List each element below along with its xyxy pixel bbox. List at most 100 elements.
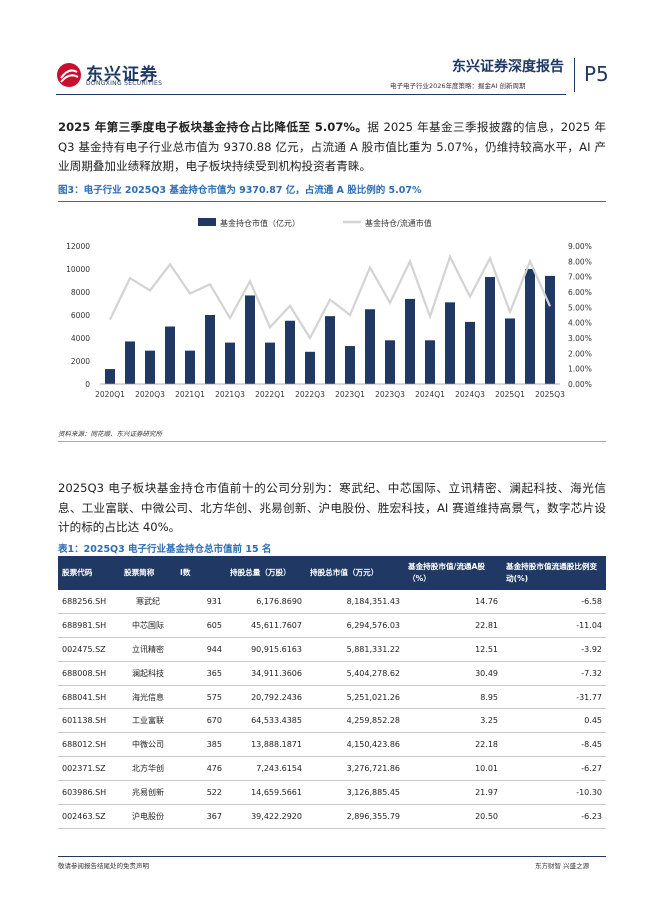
bar — [465, 321, 475, 384]
cell-name: 沪电股份 — [120, 804, 176, 829]
y-left-tick-label: 4000 — [71, 334, 90, 343]
cell-count: 522 — [176, 780, 226, 806]
x-tick-label: 2020Q1 — [95, 390, 125, 399]
source-divider — [58, 441, 606, 442]
top-holdings-table: 股票代码 股票简称 I数 持股总量（万股） 持股总市值（万元） 基金持股市值/流… — [58, 556, 606, 829]
bar — [105, 369, 115, 384]
cell-float-ratio: 8.95 — [404, 685, 502, 710]
cell-name: 中芯国际 — [120, 613, 176, 638]
cell-float-ratio: 14.76 — [404, 590, 502, 614]
col-header-market-value: 持股总市值（万元） — [306, 556, 404, 590]
bar — [205, 315, 215, 384]
figure-title-rule — [58, 201, 606, 202]
x-tick-label: 2024Q1 — [415, 390, 445, 399]
table-row: 002475.SZ 立讯精密 944 90,915.6163 5,881,331.22 1… — [58, 637, 606, 662]
cell-ratio-change: -7.32 — [502, 661, 606, 686]
y-right-tick-label: 6.00% — [568, 288, 592, 297]
y-right-tick-label: 1.00% — [568, 365, 592, 374]
col-header-ratio-change: 基金持股市值流通股比例变动(%) — [502, 556, 606, 590]
report-type: 东兴证券深度报告 — [452, 59, 564, 75]
cell-float-ratio: 22.18 — [404, 732, 502, 758]
cell-count: 575 — [176, 685, 226, 710]
y-left-tick-label: 6000 — [71, 311, 90, 320]
bar — [505, 318, 515, 384]
figure-title: 图3：电子行业 2025Q3 基金持仓市值为 9370.87 亿，占流通 A 股… — [58, 185, 422, 196]
cell-market-value: 8,184,351.43 — [306, 590, 404, 614]
footer-disclaimer: 敬请参阅报告结尾处的免责声明 — [58, 862, 149, 870]
y-right-tick-label: 8.00% — [568, 257, 592, 266]
cell-float-ratio: 10.01 — [404, 756, 502, 782]
x-tick-label: 2025Q3 — [535, 390, 565, 399]
cell-shares: 20,792.2436 — [226, 685, 306, 710]
x-tick-label: 2020Q3 — [135, 390, 165, 399]
cell-ratio-change: -6.23 — [502, 804, 606, 829]
cell-float-ratio: 3.25 — [404, 708, 502, 734]
y-right-tick-label: 0.00% — [568, 380, 592, 389]
page-number-separator — [574, 58, 575, 92]
table-row: 002371.SZ 北方华创 476 7,243.6154 3,276,721.86 10… — [58, 756, 606, 782]
cell-code: 688012.SH — [58, 732, 120, 758]
y-left-tick-label: 0 — [85, 380, 90, 389]
bar — [405, 298, 415, 384]
logo-text: 东兴证券 — [86, 65, 158, 85]
cell-name: 中微公司 — [120, 732, 176, 758]
ratio-line — [109, 253, 552, 341]
x-tick-label: 2021Q3 — [215, 390, 245, 399]
table-row: 688981.SH 中芯国际 605 45,611.7607 6,294,576.03 2… — [58, 613, 606, 638]
bar — [385, 340, 395, 384]
cell-count: 944 — [176, 637, 226, 662]
cell-code: 688041.SH — [58, 685, 120, 710]
cell-count: 605 — [176, 613, 226, 638]
cell-shares: 14,659.5661 — [226, 780, 306, 806]
y-right-tick-label: 2.00% — [568, 349, 592, 358]
table-body: 688256.SH 寒武纪 931 6,176.8690 8,184,351.43 14.… — [58, 590, 606, 829]
col-header-float-ratio: 基金持股市值/流通A股（%） — [404, 556, 502, 590]
y-left-tick-label: 10000 — [66, 265, 90, 274]
cell-name: 北方华创 — [120, 756, 176, 782]
cell-name: 工业富联 — [120, 708, 176, 734]
cell-shares: 34,911.3606 — [226, 661, 306, 686]
cell-name: 立讯精密 — [120, 637, 176, 662]
cell-float-ratio: 22.81 — [404, 613, 502, 638]
fund-holdings-chart: 基金持仓市值（亿元） 基金持仓/流通市值 0 2000 4000 6000 8000 1000… — [66, 218, 592, 399]
footer-slogan: 东方财智 兴盛之源 — [535, 862, 590, 870]
y-right-tick-label: 9.00% — [568, 242, 592, 251]
bar — [525, 269, 535, 384]
table-header-row: 股票代码 股票简称 I数 持股总量（万股） 持股总市值（万元） 基金持股市值/流… — [58, 556, 606, 590]
legend-swatch-holdings — [198, 218, 216, 226]
x-tick-label: 2023Q3 — [375, 390, 405, 399]
cell-market-value: 5,881,331.22 — [306, 637, 404, 662]
cell-name: 海光信息 — [120, 685, 176, 710]
cell-count: 367 — [176, 804, 226, 829]
col-header-shares: 持股总量（万股） — [226, 556, 306, 590]
table-row: 688008.SH 澜起科技 365 34,911.3606 5,404,278.62 3… — [58, 661, 606, 686]
x-tick-label: 2022Q1 — [255, 390, 285, 399]
table-row: 688256.SH 寒武纪 931 6,176.8690 8,184,351.43 14.… — [58, 590, 606, 614]
bar — [245, 295, 255, 384]
y-right-tick-label: 4.00% — [568, 319, 592, 328]
bar — [225, 342, 235, 384]
legend-label-holdings: 基金持仓市值（亿元） — [220, 218, 300, 228]
table-title: 表1：2025Q3 电子行业基金持仓总市值前 15 名 — [58, 544, 272, 555]
footer-divider — [58, 856, 606, 857]
cell-float-ratio: 30.49 — [404, 661, 502, 686]
cell-float-ratio: 21.97 — [404, 780, 502, 806]
x-tick-label: 2025Q1 — [495, 390, 525, 399]
cell-code: 002463.SZ — [58, 804, 120, 829]
paragraph-lead: 2025 年第三季度电子板块基金持仓占比降低至 5.07%。 — [58, 120, 368, 134]
cell-code: 688256.SH — [58, 590, 120, 614]
y-right-tick-label: 3.00% — [568, 334, 592, 343]
y-right-tick-label: 5.00% — [568, 303, 592, 312]
col-header-code: 股票代码 — [58, 556, 120, 590]
cell-name: 澜起科技 — [120, 661, 176, 686]
table-row: 603986.SH 兆易创新 522 14,659.5661 3,126,885.45 2… — [58, 780, 606, 806]
col-header-count: I数 — [176, 556, 226, 590]
cell-shares: 90,915.6163 — [226, 637, 306, 662]
table-row: 688012.SH 中微公司 385 13,888.1871 4,150,423.86 2… — [58, 732, 606, 758]
bar — [485, 277, 495, 384]
cell-market-value: 5,404,278.62 — [306, 661, 404, 686]
table-row: 002463.SZ 沪电股份 367 39,422.2920 2,896,355.79 2… — [58, 804, 606, 829]
cell-name: 寒武纪 — [120, 590, 176, 614]
cell-count: 670 — [176, 708, 226, 734]
report-subtitle: 电子电子行业2026年度策略：掘金AI 创新周期 — [390, 82, 526, 90]
